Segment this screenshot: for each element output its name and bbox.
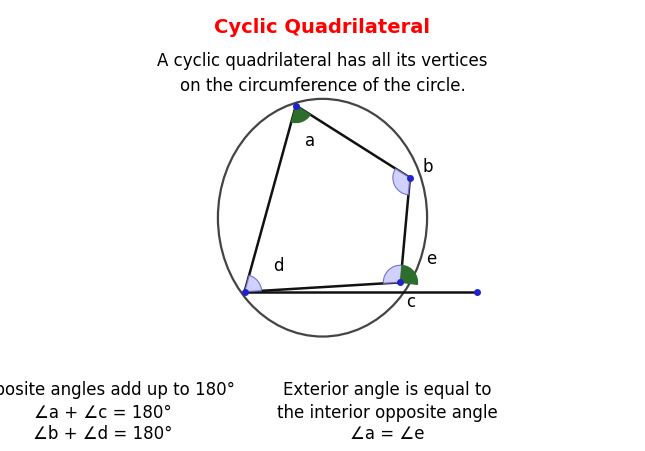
Text: Opposite angles add up to 180°: Opposite angles add up to 180° — [0, 381, 235, 399]
Text: A cyclic quadrilateral has all its vertices: A cyclic quadrilateral has all its verti… — [157, 52, 488, 70]
Text: Exterior angle is equal to: Exterior angle is equal to — [283, 381, 491, 399]
Text: ∠a + ∠c = 180°: ∠a + ∠c = 180° — [34, 404, 172, 422]
Text: Cyclic Quadrilateral: Cyclic Quadrilateral — [215, 18, 430, 37]
Text: a: a — [304, 132, 315, 150]
Wedge shape — [393, 169, 410, 195]
Text: on the circumference of the circle.: on the circumference of the circle. — [179, 78, 466, 96]
Text: b: b — [422, 158, 433, 176]
Text: d: d — [273, 257, 283, 275]
Text: c: c — [406, 293, 415, 311]
Text: e: e — [426, 250, 436, 267]
Wedge shape — [292, 106, 310, 123]
Wedge shape — [244, 276, 262, 292]
Wedge shape — [383, 265, 402, 283]
Text: ∠b + ∠d = 180°: ∠b + ∠d = 180° — [34, 425, 173, 443]
Wedge shape — [401, 265, 417, 285]
Text: the interior opposite angle: the interior opposite angle — [277, 404, 497, 422]
Text: ∠a = ∠e: ∠a = ∠e — [350, 425, 424, 443]
